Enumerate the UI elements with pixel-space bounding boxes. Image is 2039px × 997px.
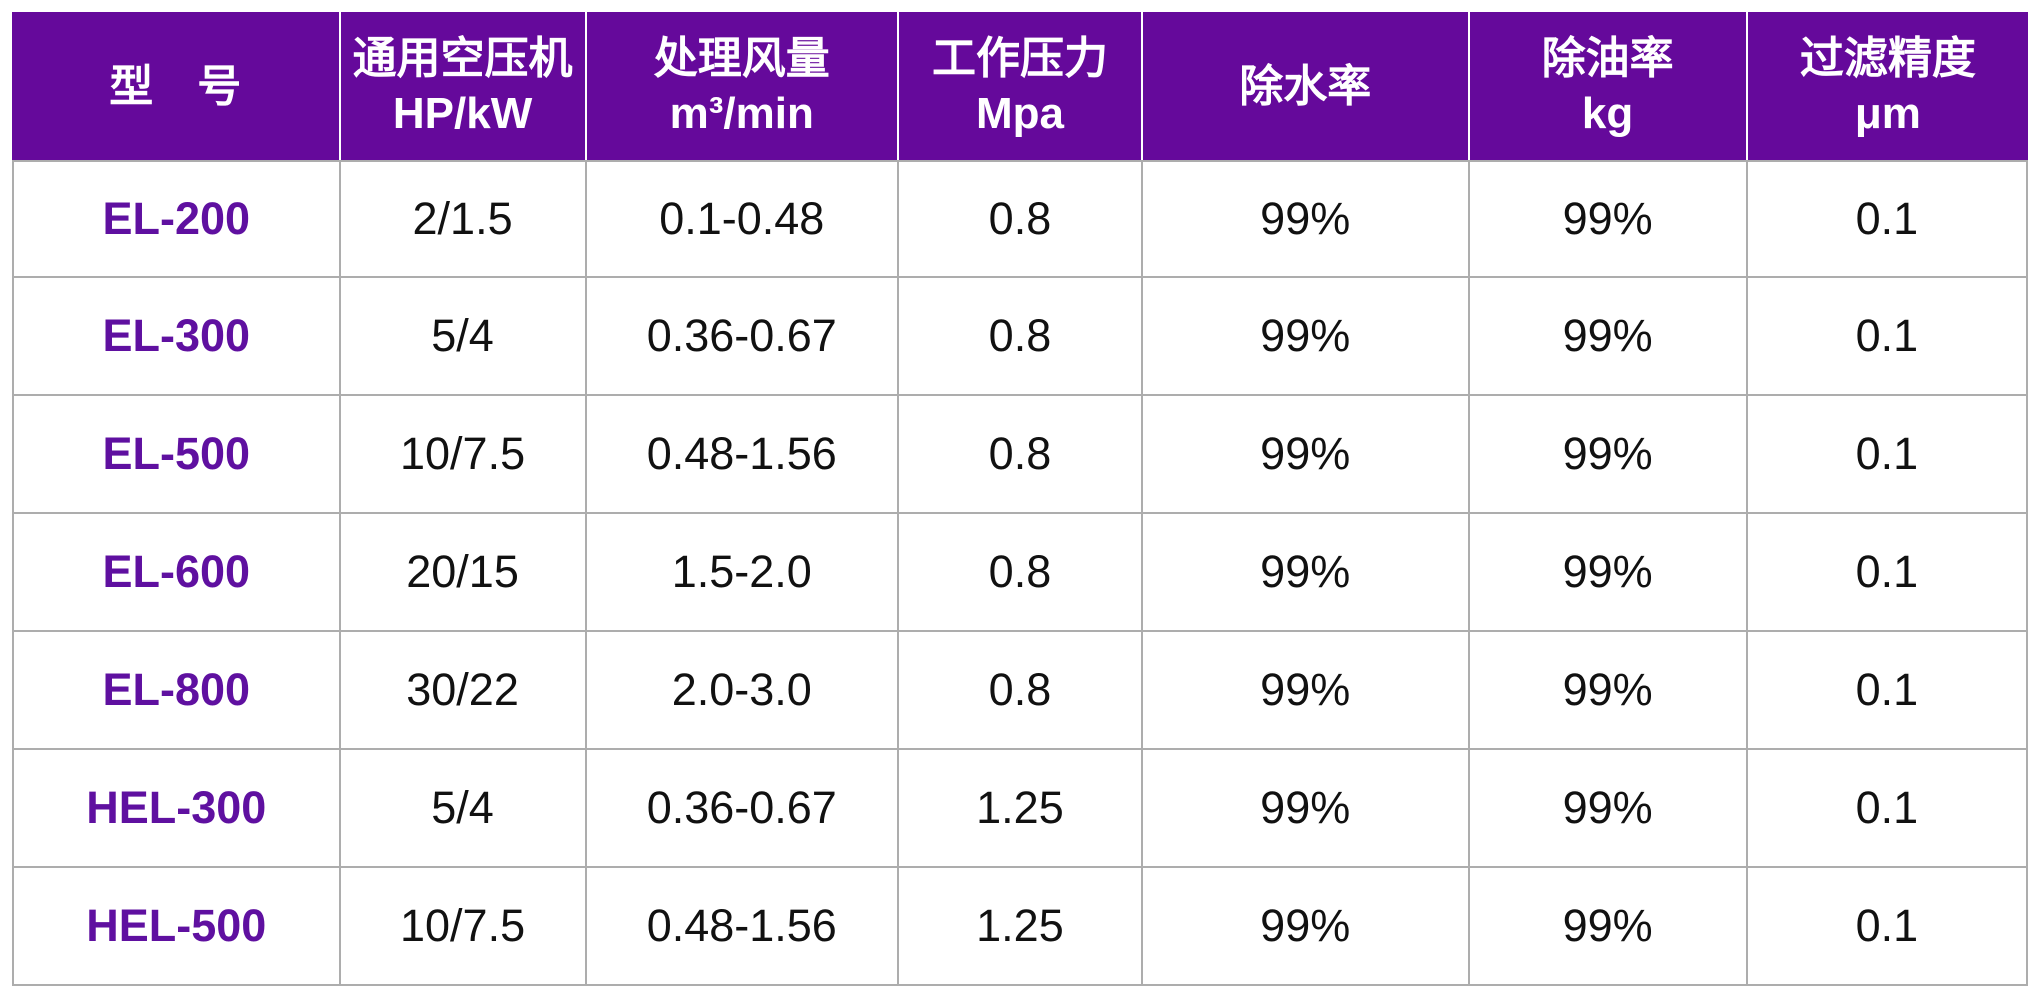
hp-kw-cell: 5/4 xyxy=(340,750,587,868)
header-oil-removal-unit: kg xyxy=(1581,89,1634,138)
pressure-cell: 1.25 xyxy=(899,750,1143,868)
table-row-el-200: EL-200 2/1.5 0.1-0.48 0.8 99% 99% 0.1 xyxy=(12,160,2028,278)
hp-kw-cell: 2/1.5 xyxy=(340,160,587,278)
pressure-cell: 0.8 xyxy=(899,278,1143,396)
header-filtration-unit: μm xyxy=(1854,89,1921,138)
filtration-cell: 0.1 xyxy=(1747,160,2028,278)
oil-removal-cell: 99% xyxy=(1469,750,1748,868)
pressure-cell: 0.8 xyxy=(899,632,1143,750)
header-flow: 处理风量 m³/min xyxy=(586,12,899,160)
header-filtration-label: 过滤精度 xyxy=(1799,34,1976,83)
table-row-el-500: EL-500 10/7.5 0.48-1.56 0.8 99% 99% 0.1 xyxy=(12,396,2028,514)
hp-kw-cell: 20/15 xyxy=(340,514,587,632)
model-cell: EL-600 xyxy=(12,514,341,632)
oil-removal-cell: 99% xyxy=(1469,160,1748,278)
table-row-hel-300: HEL-300 5/4 0.36-0.67 1.25 99% 99% 0.1 xyxy=(12,750,2028,868)
hp-kw-cell: 30/22 xyxy=(340,632,587,750)
table-row-el-300: EL-300 5/4 0.36-0.67 0.8 99% 99% 0.1 xyxy=(12,278,2028,396)
oil-removal-cell: 99% xyxy=(1469,278,1748,396)
header-pressure-unit: Mpa xyxy=(975,89,1064,138)
header-pressure: 工作压力 Mpa xyxy=(899,12,1143,160)
header-filtration: 过滤精度 μm xyxy=(1747,12,2028,160)
flow-cell: 0.1-0.48 xyxy=(586,160,899,278)
header-oil-removal-label: 除油率 xyxy=(1541,34,1674,83)
flow-cell: 2.0-3.0 xyxy=(586,632,899,750)
water-removal-cell: 99% xyxy=(1142,396,1470,514)
water-removal-cell: 99% xyxy=(1142,750,1470,868)
flow-cell: 0.48-1.56 xyxy=(586,868,899,986)
filtration-cell: 0.1 xyxy=(1747,514,2028,632)
water-removal-cell: 99% xyxy=(1142,278,1470,396)
model-cell: EL-300 xyxy=(12,278,341,396)
model-cell: HEL-300 xyxy=(12,750,341,868)
pressure-cell: 0.8 xyxy=(899,160,1143,278)
model-cell: EL-200 xyxy=(12,160,341,278)
hp-kw-cell: 10/7.5 xyxy=(340,868,587,986)
table-row-hel-500: HEL-500 10/7.5 0.48-1.56 1.25 99% 99% 0.… xyxy=(12,868,2028,986)
water-removal-cell: 99% xyxy=(1142,868,1470,986)
header-model-label: 型 号 xyxy=(109,61,242,111)
model-cell: HEL-500 xyxy=(12,868,341,986)
oil-removal-cell: 99% xyxy=(1469,868,1748,986)
header-flow-label: 处理风量 xyxy=(653,34,830,83)
pressure-cell: 0.8 xyxy=(899,396,1143,514)
water-removal-cell: 99% xyxy=(1142,514,1470,632)
header-compressor-unit: HP/kW xyxy=(392,89,533,138)
model-cell: EL-500 xyxy=(12,396,341,514)
compressor-filter-spec-table: 型 号 通用空压机 HP/kW 处理风量 m³/min 工作压力 Mpa 除水率 xyxy=(12,12,2028,986)
oil-removal-cell: 99% xyxy=(1469,514,1748,632)
header-flow-unit: m³/min xyxy=(669,89,814,138)
water-removal-cell: 99% xyxy=(1142,632,1470,750)
hp-kw-cell: 10/7.5 xyxy=(340,396,587,514)
table-row-el-600: EL-600 20/15 1.5-2.0 0.8 99% 99% 0.1 xyxy=(12,514,2028,632)
oil-removal-cell: 99% xyxy=(1469,396,1748,514)
table-row-el-800: EL-800 30/22 2.0-3.0 0.8 99% 99% 0.1 xyxy=(12,632,2028,750)
header-pressure-label: 工作压力 xyxy=(931,34,1108,83)
filtration-cell: 0.1 xyxy=(1747,278,2028,396)
flow-cell: 1.5-2.0 xyxy=(586,514,899,632)
header-water-removal-label: 除水率 xyxy=(1239,61,1372,111)
pressure-cell: 1.25 xyxy=(899,868,1143,986)
filtration-cell: 0.1 xyxy=(1747,868,2028,986)
header-compressor: 通用空压机 HP/kW xyxy=(340,12,587,160)
flow-cell: 0.36-0.67 xyxy=(586,750,899,868)
water-removal-cell: 99% xyxy=(1142,160,1470,278)
header-oil-removal: 除油率 kg xyxy=(1469,12,1748,160)
filtration-cell: 0.1 xyxy=(1747,750,2028,868)
model-cell: EL-800 xyxy=(12,632,341,750)
header-model: 型 号 xyxy=(12,12,341,160)
header-row: 型 号 通用空压机 HP/kW 处理风量 m³/min 工作压力 Mpa 除水率 xyxy=(12,12,2028,160)
hp-kw-cell: 5/4 xyxy=(340,278,587,396)
flow-cell: 0.48-1.56 xyxy=(586,396,899,514)
oil-removal-cell: 99% xyxy=(1469,632,1748,750)
filtration-cell: 0.1 xyxy=(1747,632,2028,750)
filtration-cell: 0.1 xyxy=(1747,396,2028,514)
header-water-removal: 除水率 xyxy=(1142,12,1470,160)
pressure-cell: 0.8 xyxy=(899,514,1143,632)
header-compressor-label: 通用空压机 xyxy=(352,34,573,83)
flow-cell: 0.36-0.67 xyxy=(586,278,899,396)
